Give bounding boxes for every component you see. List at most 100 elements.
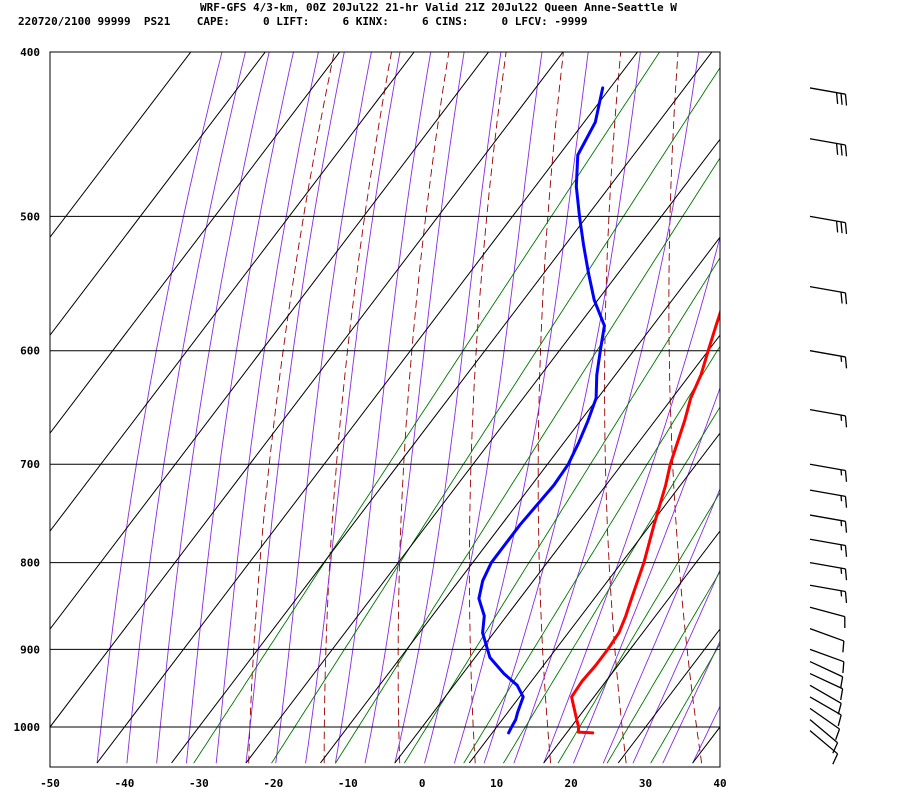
wind-barb-flag: [844, 591, 848, 603]
wind-barb-flag: [844, 521, 848, 533]
wind-barb-staff: [809, 672, 843, 690]
isotherm: [50, 52, 192, 239]
moist-adiabat: [483, 52, 641, 764]
mixing-ratio-line: [606, 570, 720, 764]
moist-adiabat: [126, 52, 246, 764]
isotherm: [245, 138, 720, 764]
mixing-ratio-line: [271, 66, 720, 764]
mixing-ratio-line: [404, 257, 720, 764]
wind-barb-staff: [809, 730, 838, 755]
wind-barb-half-flag: [840, 356, 843, 362]
wind-barb-flag: [840, 221, 843, 234]
wind-barb-staff: [809, 285, 846, 294]
mixing-ratio-line: [503, 406, 720, 764]
wind-barb: [809, 684, 842, 715]
moist-adiabat: [334, 52, 432, 764]
dry-adiabat: [537, 52, 564, 764]
moist-adiabat: [245, 52, 345, 764]
mixing-ratio-line: [650, 643, 720, 764]
isotherm: [50, 52, 341, 434]
temperature-tick-label: -40: [115, 777, 135, 790]
pressure-tick-label: 800: [20, 557, 40, 570]
wind-barb: [809, 463, 848, 482]
wind-barb: [809, 648, 845, 674]
wind-barb-flag: [844, 568, 848, 581]
moist-adiabat: [364, 52, 465, 764]
moist-adiabat: [602, 487, 720, 764]
isotherm: [96, 52, 639, 764]
mixing-ratio-line: [193, 52, 661, 764]
wind-barb: [809, 350, 848, 369]
wind-barb-flag: [832, 742, 839, 754]
wind-barb-staff: [809, 215, 846, 224]
moist-adiabat: [513, 52, 700, 764]
wind-barb-staff: [809, 561, 846, 570]
wind-barb: [809, 561, 848, 581]
moist-adiabat: [275, 52, 372, 764]
dry-adiabat: [731, 14, 777, 763]
wind-barb-flag: [835, 728, 841, 740]
wind-barb-staff: [809, 514, 846, 522]
isotherm: [468, 432, 720, 764]
wind-barb-flag: [840, 292, 843, 304]
isotherm: [50, 52, 415, 532]
wind-barb: [809, 584, 848, 603]
moist-adiabat: [632, 568, 720, 764]
chart-title: WRF-GFS 4/3-km, 00Z 20Jul22 21-hr Valid …: [200, 1, 677, 14]
wind-barb-flag: [832, 753, 839, 765]
dry-adiabat: [468, 52, 507, 764]
isotherm: [617, 628, 720, 764]
wind-barb: [809, 409, 848, 428]
wind-barb-staff: [809, 648, 845, 663]
wind-barb-half-flag: [840, 520, 843, 527]
wind-barb-flag: [840, 93, 843, 105]
wind-barb-staff: [809, 87, 846, 95]
temperature-tick-label: 20: [564, 777, 577, 790]
wind-barb: [809, 87, 848, 106]
wind-barb-flag: [842, 661, 845, 674]
wind-barb-flag: [844, 356, 848, 369]
pressure-tick-label: 1000: [14, 721, 41, 734]
moist-adiabat: [96, 52, 223, 764]
wind-barb-flag: [837, 714, 842, 727]
plot-frame: [49, 51, 721, 768]
moist-adiabat: [394, 52, 502, 764]
dry-adiabat: [323, 52, 392, 764]
pressure-tick-label: 400: [20, 46, 40, 59]
moist-adiabat: [543, 235, 720, 764]
isotherm: [50, 52, 490, 630]
moist-adiabat: [454, 52, 589, 764]
sounding-indices: 220720/2100 99999 PS21 CAPE: 0 LIFT: 6 K…: [18, 15, 588, 28]
moist-adiabat: [215, 52, 319, 764]
wind-barb-half-flag: [840, 590, 843, 597]
moist-adiabat: [186, 52, 294, 764]
moist-adiabat: [662, 640, 720, 764]
wind-barb-flag: [835, 143, 839, 155]
temperature-tick-label: -30: [189, 777, 209, 790]
temperature-tick-label: -20: [263, 777, 283, 790]
wind-barb: [809, 538, 848, 557]
wind-barb: [809, 730, 839, 765]
wind-barb-half-flag: [840, 469, 843, 476]
dry-adiabat: [397, 52, 450, 764]
wind-barb-staff: [809, 719, 838, 744]
isotherm: [320, 236, 720, 764]
mixing-ratio-line: [557, 491, 720, 764]
wind-barb-staff: [809, 696, 842, 716]
mixing-ratio-line: [463, 345, 720, 764]
wind-barb-flag: [840, 688, 844, 701]
temperature-tick-label: -50: [40, 777, 60, 790]
wind-barb-half-flag: [840, 544, 843, 551]
wind-barb: [809, 489, 848, 508]
wind-barb-flag: [840, 676, 844, 689]
wind-barb-staff: [809, 660, 843, 678]
isotherm: [692, 726, 720, 764]
wind-barb-staff: [809, 628, 845, 642]
wind-barb: [809, 138, 848, 157]
wind-barb-flag: [844, 496, 848, 508]
wind-barb-flag: [844, 470, 848, 482]
mixing-ratio-line: [335, 157, 720, 764]
moist-adiabat: [692, 705, 720, 764]
wind-barb: [809, 672, 844, 701]
